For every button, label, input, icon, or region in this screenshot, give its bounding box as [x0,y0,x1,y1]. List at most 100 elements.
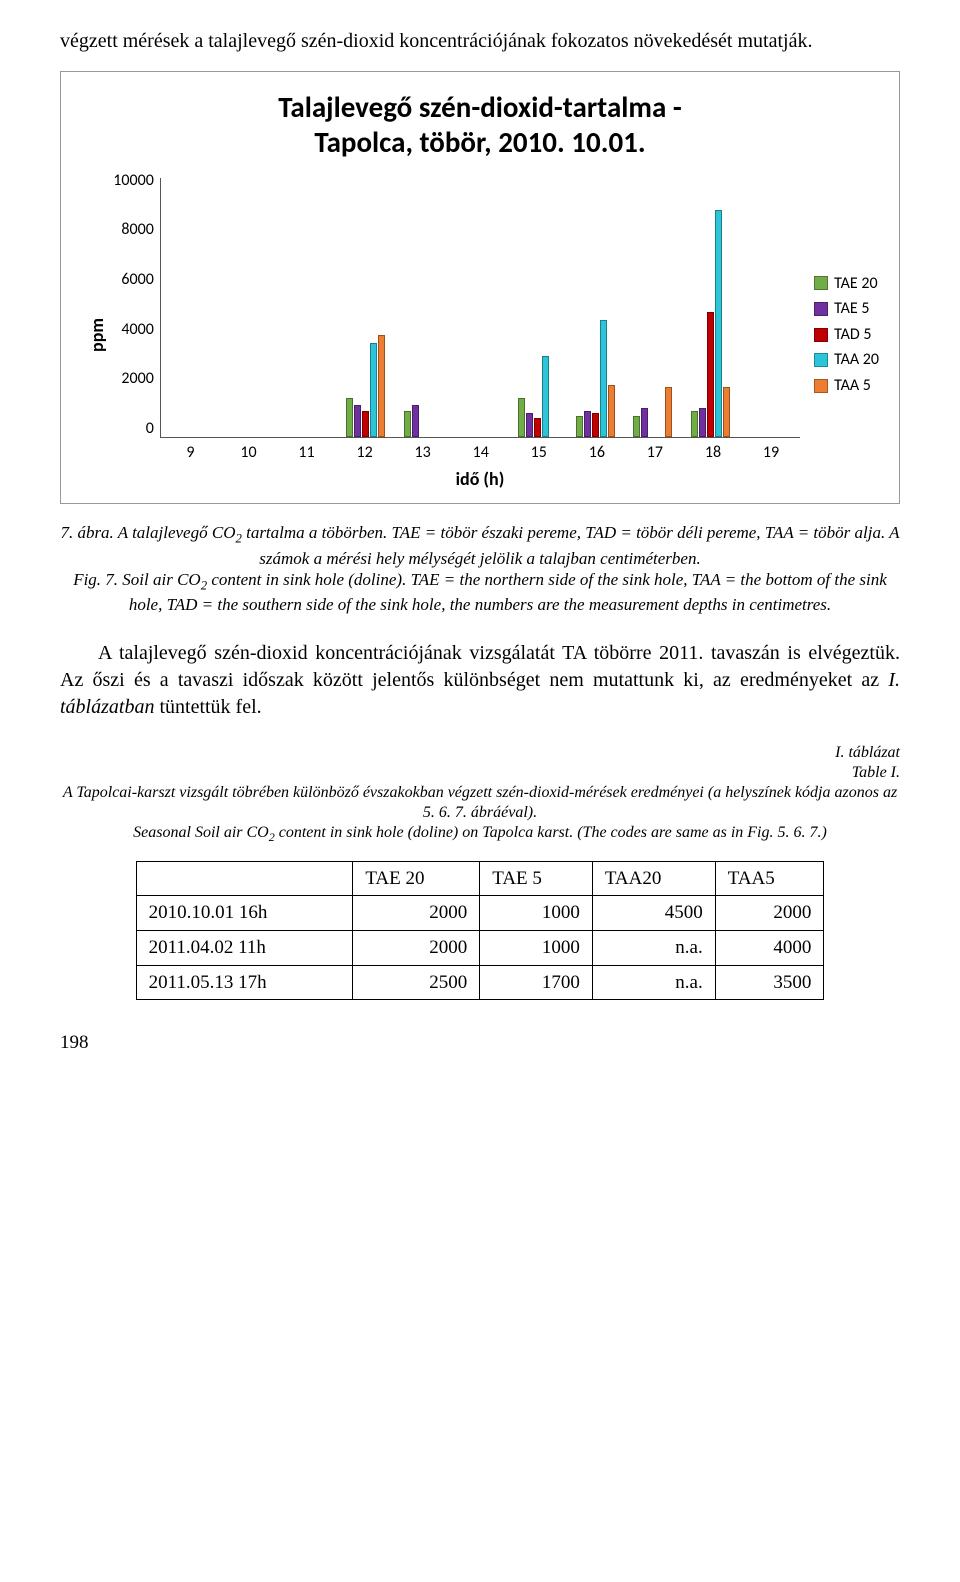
bar-group [681,178,738,437]
bar [362,411,369,437]
y-axis-label: ppm [81,318,113,352]
table-cell: 4500 [592,896,715,931]
x-tick: 18 [684,442,742,464]
bar [608,385,615,437]
bar [633,416,640,437]
caption-text: Fig. 7. Soil air CO [73,570,201,589]
table-cell: 1000 [480,931,593,966]
page-number: 198 [60,1030,900,1056]
x-tick: 11 [277,442,335,464]
bar [592,413,599,436]
table-label-en: Table I. [60,763,900,783]
bar-group [509,178,566,437]
bar-group [394,178,451,437]
bar [665,387,672,436]
legend-swatch [814,353,828,367]
caption-text: 7. ábra. A talajlevegő CO [60,523,235,542]
table-row: 2011.04.02 11h20001000n.a.4000 [136,931,824,966]
bar [715,210,722,436]
x-tick: 19 [742,442,800,464]
bar [534,418,541,436]
table-caption-hu: A Tapolcai-karszt vizsgált töbrében külö… [63,784,897,821]
table-row: 2011.05.13 17h25001700n.a.3500 [136,965,824,1000]
x-tick: 12 [336,442,394,464]
chart-title: Talajlevegő szén-dioxid-tartalma - Tapol… [73,90,887,160]
table-cell: n.a. [592,965,715,1000]
table-label-hu: I. táblázat [60,743,900,763]
table-header-cell: TAA5 [715,861,824,896]
legend-label: TAA 5 [834,375,871,397]
plot-area [160,178,800,438]
bar [354,405,361,436]
table-cell: 1700 [480,965,593,1000]
table-cell: 2000 [353,896,480,931]
caption-text: content in sink hole (doline). TAE = the… [129,570,887,614]
bar [378,335,385,436]
y-axis-ticks: 1000080006000400020000 [113,170,160,440]
y-tick: 2000 [121,368,153,390]
figure-caption: 7. ábra. A talajlevegő CO2 tartalma a tö… [60,522,900,615]
legend-label: TAE 20 [834,273,877,295]
chart-title-line2: Tapolca, töbör, 2010. 10.01. [314,124,645,160]
table-header-cell: TAE 20 [353,861,480,896]
bar [707,312,714,437]
data-table: TAE 20TAE 5TAA20TAA5 2010.10.01 16h20001… [136,861,825,1001]
bar [691,411,698,437]
caption-text: Seasonal Soil air CO [133,824,269,841]
table-cell: 2000 [715,896,824,931]
table-caption: I. táblázat Table I. A Tapolcai-karszt v… [60,743,900,845]
caption-hu: 7. ábra. A talajlevegő CO2 tartalma a tö… [60,523,899,567]
bar [600,320,607,437]
legend-item: TAA 20 [814,349,879,371]
bar-group [165,178,222,437]
bar-group [567,178,624,437]
bar [404,411,411,437]
bar [518,398,525,437]
legend-item: TAD 5 [814,324,879,346]
legend-label: TAA 20 [834,349,879,371]
y-tick: 8000 [121,219,153,241]
bar [542,356,549,437]
table-header-cell: TAE 5 [480,861,593,896]
para-text: A talajlevegő szén-dioxid koncentrációjá… [60,642,900,691]
bar [346,398,353,437]
bar-group [739,178,796,437]
x-tick: 16 [568,442,626,464]
table-header-cell [136,861,353,896]
table-cell: 4000 [715,931,824,966]
y-tick: 4000 [121,319,153,341]
legend-item: TAE 5 [814,298,879,320]
table-cell: 1000 [480,896,593,931]
bar-group [337,178,394,437]
x-tick: 13 [394,442,452,464]
y-tick: 10000 [113,170,154,192]
legend-swatch [814,276,828,290]
bar [584,411,591,437]
chart-legend: TAE 20 TAE 5 TAD 5 TAA 20 TAA 5 [800,269,879,401]
body-paragraph: A talajlevegő szén-dioxid koncentrációjá… [60,640,900,721]
table-cell: 2011.05.13 17h [136,965,353,1000]
chart-body: ppm 1000080006000400020000 9101112131415… [73,178,887,492]
x-axis-ticks: 910111213141516171819 [161,438,800,464]
x-tick: 9 [161,442,219,464]
legend-label: TAE 5 [834,298,869,320]
bar [576,416,583,437]
legend-swatch [814,379,828,393]
bar-group [222,178,279,437]
legend-swatch [814,302,828,316]
bar [370,343,377,437]
x-tick: 17 [626,442,684,464]
para-text: tüntettük fel. [154,696,261,718]
bar [641,408,648,437]
bar-group [624,178,681,437]
table-cell: 2011.04.02 11h [136,931,353,966]
bar [412,405,419,436]
caption-text: tartalma a töbörben. TAE = töbör északi … [242,523,900,567]
chart-container: Talajlevegő szén-dioxid-tartalma - Tapol… [60,71,900,504]
intro-paragraph: végzett mérések a talajlevegő szén-dioxi… [60,28,900,55]
bar [526,413,533,436]
x-tick: 14 [452,442,510,464]
table-cell: n.a. [592,931,715,966]
table-caption-en: Seasonal Soil air CO2 content in sink ho… [133,824,827,841]
bar-group [452,178,509,437]
